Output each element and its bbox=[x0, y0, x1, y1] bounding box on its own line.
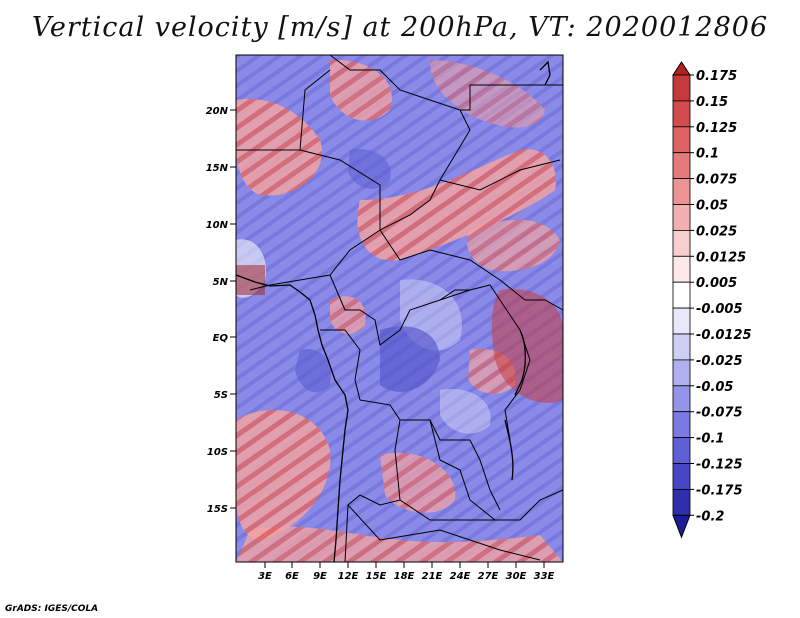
colorbar-label: -0.2 bbox=[696, 509, 724, 524]
colorbar-label: -0.125 bbox=[696, 458, 743, 473]
lon-label: 27E bbox=[478, 571, 499, 582]
colorbar-swatch bbox=[672, 255, 691, 283]
lon-label: 30E bbox=[506, 571, 527, 582]
lon-label: 18E bbox=[394, 571, 415, 582]
colorbar-label: 0.025 bbox=[696, 224, 737, 239]
colorbar-label: 0.0125 bbox=[696, 250, 746, 265]
colorbar-label: -0.05 bbox=[696, 380, 733, 395]
colorbar-swatch bbox=[672, 488, 691, 516]
colorbar-top-arrow bbox=[672, 61, 691, 76]
lon-label: 21E bbox=[422, 571, 443, 582]
lon-label: 3E bbox=[258, 571, 272, 582]
colorbar-label: 0.175 bbox=[696, 69, 737, 84]
colorbar-label: -0.075 bbox=[696, 406, 743, 421]
lon-label: 15E bbox=[366, 571, 387, 582]
longitude-axis: 3E 6E 9E 12E 15E 18E 21E 24E 27E 30E 33E bbox=[258, 562, 555, 582]
colorbar-swatch bbox=[672, 385, 691, 413]
colorbar-label: -0.0125 bbox=[696, 328, 752, 343]
lat-label: 15N bbox=[206, 163, 229, 174]
colorbar-swatch bbox=[672, 333, 691, 361]
latitude-axis: 20N 15N 10N 5N EQ 5S 10S 15S bbox=[206, 106, 236, 515]
country-borders bbox=[236, 54, 564, 563]
credit-text: GrADS: IGES/COLA bbox=[5, 604, 99, 614]
lon-label: 33E bbox=[534, 571, 555, 582]
colorbar-swatch bbox=[672, 204, 691, 231]
lon-label: 24E bbox=[450, 571, 471, 582]
colorbar-swatch bbox=[672, 100, 691, 128]
colorbar-swatch bbox=[672, 178, 691, 205]
colorbar: 0.175 0.15 0.125 0.1 0.075 0.05 0.025 0.0125 0.0… bbox=[672, 61, 752, 539]
colorbar-label: 0.05 bbox=[696, 199, 728, 214]
colorbar-label: 0.125 bbox=[696, 121, 737, 136]
lat-label: EQ bbox=[213, 333, 229, 344]
lon-label: 9E bbox=[313, 571, 327, 582]
colorbar-label: -0.025 bbox=[696, 354, 743, 369]
map-frame bbox=[235, 54, 564, 563]
lat-label: 10N bbox=[206, 220, 229, 231]
coastlines bbox=[235, 60, 551, 563]
colorbar-label: -0.1 bbox=[696, 432, 724, 447]
lon-label: 6E bbox=[285, 571, 299, 582]
colorbar-bottom-arrow bbox=[672, 514, 691, 539]
lat-label: 10S bbox=[207, 447, 228, 458]
lat-label: 15S bbox=[207, 504, 228, 515]
colorbar-swatch bbox=[672, 359, 691, 387]
colorbar-swatch bbox=[672, 74, 691, 102]
lat-label: 20N bbox=[206, 106, 229, 117]
colorbar-swatch bbox=[672, 411, 691, 439]
lon-label: 12E bbox=[338, 571, 359, 582]
vertical-velocity-field bbox=[236, 55, 563, 562]
colorbar-label: 0.15 bbox=[696, 95, 728, 110]
colorbar-swatch bbox=[672, 126, 691, 154]
colorbar-label: -0.175 bbox=[696, 483, 743, 498]
colorbar-swatch bbox=[672, 437, 691, 464]
colorbar-label: 0.1 bbox=[696, 147, 719, 162]
colorbar-swatch bbox=[672, 229, 691, 257]
colorbar-swatch bbox=[672, 463, 691, 490]
colorbar-label: 0.005 bbox=[696, 276, 737, 291]
lat-label: 5S bbox=[214, 390, 228, 401]
colorbar-label: 0.075 bbox=[696, 173, 737, 188]
colorbar-swatch bbox=[672, 152, 691, 179]
colorbar-label: -0.005 bbox=[696, 302, 743, 317]
map-title: Vertical velocity [m/s] at 200hPa, VT: 2… bbox=[31, 12, 769, 43]
colorbar-swatch bbox=[672, 307, 691, 335]
colorbar-swatch bbox=[672, 281, 691, 309]
lat-label: 5N bbox=[213, 277, 229, 288]
